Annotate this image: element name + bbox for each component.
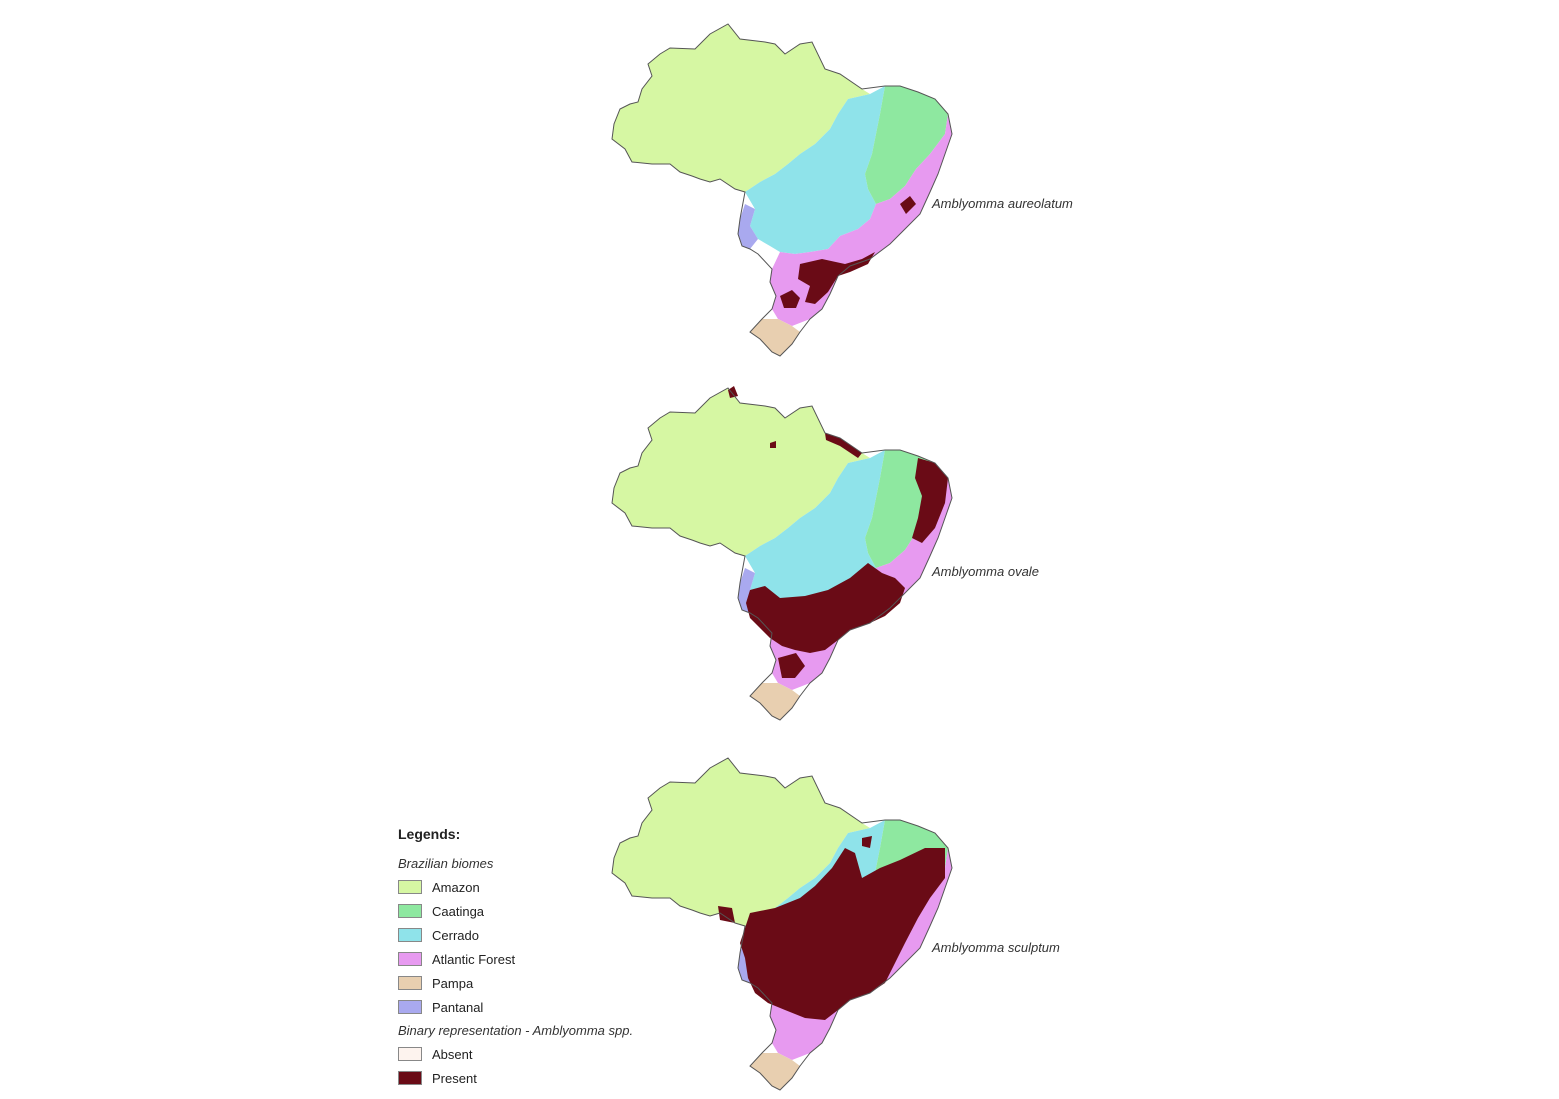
species-label-ovale: Amblyomma ovale (932, 564, 1039, 579)
biome-label: Atlantic Forest (432, 951, 516, 967)
legend-biomes-heading: Brazilian biomes (398, 856, 494, 871)
brazil-map-sculptum (611, 757, 953, 1091)
biome-label: Pampa (432, 975, 474, 991)
binary-item: Present (398, 1066, 698, 1090)
brazil-map-ovale (611, 386, 953, 721)
biome-swatch (398, 976, 422, 990)
map-ovale (600, 378, 960, 728)
biome-label: Pantanal (432, 999, 484, 1015)
presence-area (728, 386, 948, 678)
biome-item: Atlantic Forest (398, 947, 698, 971)
biome-item: Amazon (398, 875, 698, 899)
biome-swatch (398, 1000, 422, 1014)
binary-swatch (398, 1071, 422, 1085)
presence-area (780, 196, 916, 308)
map-legend: Legends: Brazilian biomes Amazon Caatinga… (398, 826, 698, 1090)
brazil-map-aureolatum (611, 23, 953, 357)
biome-swatch (398, 952, 422, 966)
biome-label: Caatinga (432, 903, 485, 919)
legend-binary-heading: Binary representation - Amblyomma spp. (398, 1023, 634, 1038)
map-aureolatum (600, 14, 960, 364)
biome-item: Caatinga (398, 899, 698, 923)
binary-label: Absent (432, 1046, 473, 1062)
biome-label: Amazon (432, 879, 480, 895)
presence-area (718, 836, 945, 1020)
biome-item: Pampa (398, 971, 698, 995)
binary-swatch (398, 1047, 422, 1061)
biome-swatch (398, 904, 422, 918)
biome-label: Cerrado (432, 927, 479, 943)
binary-label: Present (432, 1070, 477, 1086)
legend-title: Legends: (398, 826, 461, 842)
map-sculptum (600, 748, 960, 1098)
biome-swatch (398, 880, 422, 894)
binary-item: Absent (398, 1042, 698, 1066)
species-label-sculptum: Amblyomma sculptum (932, 940, 1060, 955)
biome-item: Pantanal (398, 995, 698, 1019)
biome-swatch (398, 928, 422, 942)
species-label-aureolatum: Amblyomma aureolatum (932, 196, 1073, 211)
biome-item: Cerrado (398, 923, 698, 947)
